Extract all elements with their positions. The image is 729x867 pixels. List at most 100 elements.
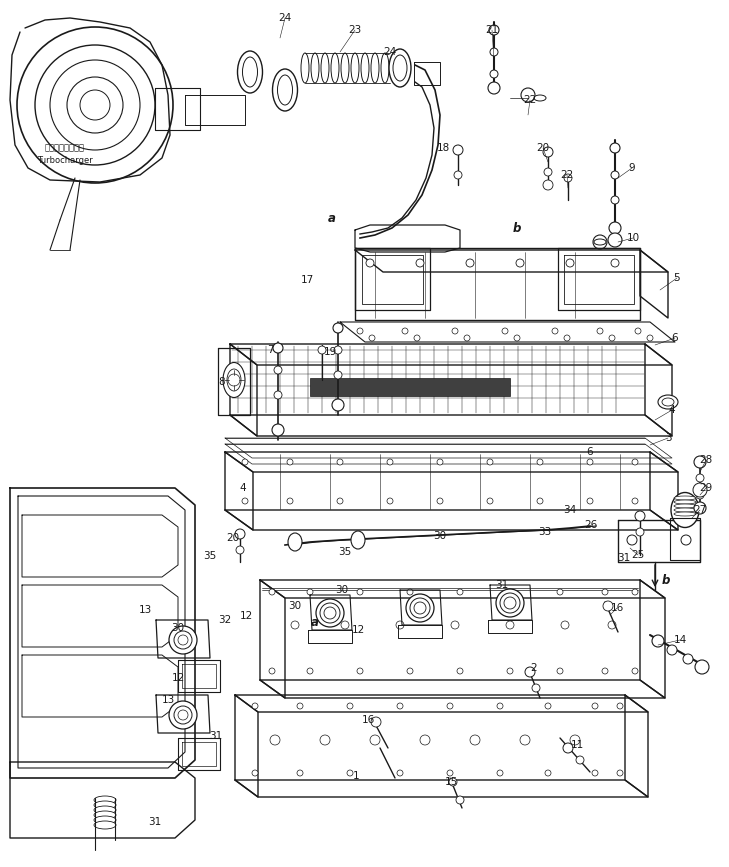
Circle shape [497, 770, 503, 776]
Ellipse shape [273, 69, 297, 111]
Circle shape [274, 366, 282, 374]
Ellipse shape [389, 49, 411, 87]
Text: 17: 17 [300, 275, 313, 285]
Circle shape [520, 735, 530, 745]
Circle shape [544, 168, 552, 176]
Ellipse shape [94, 796, 116, 804]
Circle shape [252, 770, 258, 776]
Text: 14: 14 [674, 635, 687, 645]
Text: 28: 28 [699, 455, 713, 465]
Circle shape [609, 222, 621, 234]
Circle shape [269, 589, 275, 595]
Circle shape [603, 601, 613, 611]
Circle shape [228, 374, 240, 386]
Circle shape [236, 546, 244, 554]
Ellipse shape [674, 508, 696, 512]
Circle shape [397, 770, 403, 776]
Circle shape [543, 180, 553, 190]
Circle shape [587, 459, 593, 465]
Text: 11: 11 [570, 740, 584, 750]
Text: 30: 30 [171, 623, 184, 633]
Circle shape [696, 491, 704, 499]
Circle shape [414, 335, 420, 341]
Circle shape [67, 77, 123, 133]
Ellipse shape [243, 57, 257, 87]
Circle shape [235, 529, 245, 539]
Ellipse shape [223, 362, 245, 397]
Text: 23: 23 [348, 25, 362, 35]
Circle shape [694, 456, 706, 468]
Ellipse shape [674, 512, 696, 516]
Ellipse shape [662, 398, 674, 406]
Text: 35: 35 [203, 551, 217, 561]
Text: 13: 13 [139, 605, 152, 615]
Ellipse shape [227, 369, 241, 391]
Circle shape [592, 770, 598, 776]
Text: 15: 15 [445, 777, 458, 787]
Circle shape [545, 703, 551, 709]
Text: 34: 34 [564, 505, 577, 515]
Circle shape [695, 660, 709, 674]
Circle shape [371, 717, 381, 727]
Circle shape [636, 528, 644, 536]
Text: 10: 10 [626, 233, 639, 243]
Ellipse shape [178, 635, 188, 645]
Text: 30: 30 [434, 531, 447, 541]
Ellipse shape [94, 816, 116, 824]
Text: 4: 4 [240, 483, 246, 493]
Circle shape [332, 399, 344, 411]
Ellipse shape [238, 51, 262, 93]
Circle shape [532, 684, 540, 692]
Circle shape [453, 145, 463, 155]
Ellipse shape [169, 626, 197, 654]
Circle shape [337, 459, 343, 465]
Circle shape [593, 235, 607, 249]
Circle shape [470, 735, 480, 745]
Circle shape [652, 635, 664, 647]
Text: 8: 8 [219, 377, 225, 387]
Circle shape [608, 621, 616, 629]
Circle shape [416, 259, 424, 267]
Ellipse shape [341, 53, 349, 83]
Circle shape [537, 459, 543, 465]
Text: 12: 12 [171, 673, 184, 683]
Circle shape [635, 328, 641, 334]
Circle shape [611, 171, 619, 179]
Circle shape [570, 735, 580, 745]
Ellipse shape [320, 603, 340, 623]
Circle shape [341, 621, 349, 629]
Circle shape [611, 259, 619, 267]
Circle shape [387, 498, 393, 504]
Circle shape [287, 459, 293, 465]
Circle shape [597, 328, 603, 334]
Circle shape [487, 459, 493, 465]
Circle shape [543, 147, 553, 157]
Ellipse shape [671, 492, 699, 527]
Ellipse shape [361, 53, 369, 83]
Circle shape [514, 335, 520, 341]
Ellipse shape [406, 594, 434, 622]
Circle shape [563, 743, 573, 753]
Circle shape [552, 328, 558, 334]
Text: 20: 20 [537, 143, 550, 153]
Circle shape [307, 589, 313, 595]
Text: b: b [662, 573, 670, 586]
Ellipse shape [94, 806, 116, 814]
Circle shape [466, 259, 474, 267]
Circle shape [437, 459, 443, 465]
Text: a: a [328, 212, 336, 225]
Text: ターボチャージャ: ターボチャージャ [45, 144, 85, 153]
Text: 2: 2 [531, 663, 537, 673]
Circle shape [387, 459, 393, 465]
Text: 18: 18 [437, 143, 450, 153]
Circle shape [693, 483, 707, 497]
Ellipse shape [288, 533, 302, 551]
Circle shape [507, 589, 513, 595]
Circle shape [242, 498, 248, 504]
Circle shape [576, 756, 584, 764]
Circle shape [334, 346, 342, 354]
Ellipse shape [414, 602, 426, 614]
Circle shape [667, 645, 677, 655]
Circle shape [457, 668, 463, 674]
Ellipse shape [381, 53, 389, 83]
